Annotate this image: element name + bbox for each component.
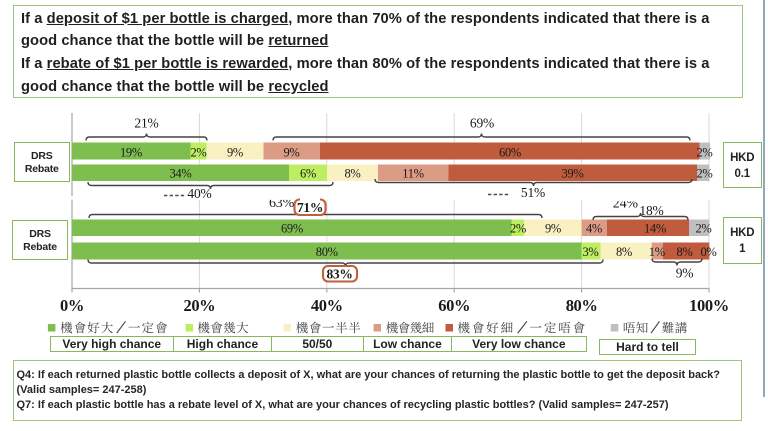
svg-text:3%: 3% — [582, 245, 598, 259]
svg-text:2%: 2% — [510, 222, 526, 236]
svg-text:69%: 69% — [470, 116, 494, 131]
svg-text:9%: 9% — [227, 145, 243, 159]
svg-text:2%: 2% — [190, 145, 206, 159]
svg-text:51%: 51% — [521, 185, 545, 200]
svg-text:8%: 8% — [616, 245, 632, 259]
svg-text:21%: 21% — [134, 116, 158, 131]
svg-text:69%: 69% — [281, 222, 303, 236]
svg-text:40%: 40% — [311, 296, 343, 315]
svg-text:2%: 2% — [696, 166, 712, 180]
svg-text:6%: 6% — [300, 166, 316, 180]
svg-text:9%: 9% — [283, 145, 299, 159]
svg-text:24%: 24% — [613, 196, 639, 211]
svg-text:34%: 34% — [169, 166, 191, 180]
svg-text:39%: 39% — [561, 166, 583, 180]
svg-text:18%: 18% — [639, 203, 663, 218]
svg-text:1%: 1% — [649, 245, 665, 259]
svg-text:4%: 4% — [586, 222, 602, 236]
svg-text:71%: 71% — [297, 200, 323, 215]
svg-text:63%: 63% — [269, 196, 295, 211]
svg-text:80%: 80% — [566, 296, 598, 315]
svg-text:60%: 60% — [499, 145, 521, 159]
svg-text:20%: 20% — [183, 296, 215, 315]
svg-text:2%: 2% — [696, 145, 712, 159]
svg-text:0%: 0% — [60, 296, 84, 315]
svg-text:8%: 8% — [676, 245, 692, 259]
svg-text:83%: 83% — [326, 266, 352, 281]
svg-text:2%: 2% — [695, 222, 711, 236]
svg-text:9%: 9% — [676, 266, 694, 281]
svg-text:8%: 8% — [344, 166, 360, 180]
svg-text:9%: 9% — [545, 222, 561, 236]
svg-text:60%: 60% — [438, 296, 470, 315]
svg-text:14%: 14% — [644, 222, 666, 236]
svg-text:19%: 19% — [120, 145, 142, 159]
svg-text:11%: 11% — [402, 166, 424, 180]
svg-text:0%: 0% — [700, 245, 716, 259]
svg-text:40%: 40% — [187, 186, 211, 201]
svg-text:80%: 80% — [316, 245, 338, 259]
svg-text:100%: 100% — [689, 296, 729, 315]
